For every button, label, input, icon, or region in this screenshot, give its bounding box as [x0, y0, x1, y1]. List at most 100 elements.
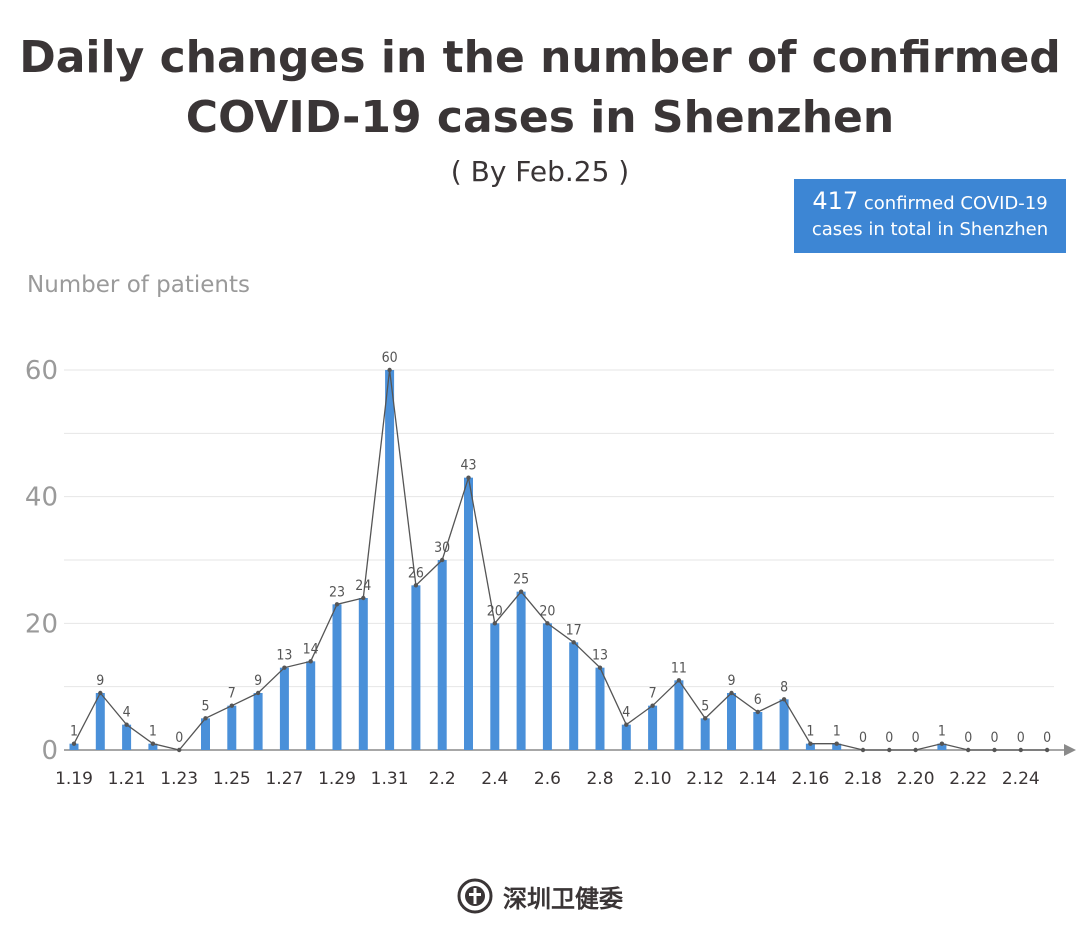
data-point: [518, 589, 524, 594]
data-point: [755, 709, 760, 715]
data-label: 0: [1017, 730, 1025, 746]
bar: [832, 743, 842, 750]
data-label: 0: [912, 730, 920, 746]
data-label: 17: [566, 622, 582, 638]
data-point: [597, 665, 603, 670]
data-label: 14: [303, 641, 319, 657]
org-name: 深圳卫健委: [503, 884, 623, 913]
data-label: 5: [701, 698, 709, 714]
data-point: [860, 747, 866, 753]
data-label: 0: [990, 730, 998, 746]
data-point: [71, 741, 77, 746]
data-label: 6: [754, 692, 762, 708]
x-tick-label: 2.8: [586, 769, 613, 789]
bar: [569, 642, 579, 750]
chart-subtitle: ( By Feb.25 ): [450, 155, 630, 188]
y-tick-label: 0: [41, 736, 58, 766]
x-tick-label: 1.21: [108, 769, 146, 789]
bar: [227, 705, 237, 750]
title-line-1: Daily changes in the number of confirmed: [19, 32, 1061, 83]
total-cases-box: 417 confirmed COVID-19 cases in total in…: [794, 179, 1066, 253]
data-point: [913, 747, 918, 753]
data-point: [939, 741, 945, 746]
bar: [700, 718, 710, 750]
total-cases-text-2: cases in total in Shenzhen: [811, 219, 1049, 240]
data-point: [440, 557, 445, 563]
health-commission-logo-icon: [457, 878, 493, 914]
data-label: 43: [460, 458, 476, 474]
bar: [306, 661, 316, 750]
title-line-2: COVID-19 cases in Shenzhen: [185, 92, 895, 143]
x-tick-label: 1.29: [318, 769, 356, 789]
data-label: 5: [201, 698, 209, 714]
data-label: 1: [70, 724, 78, 740]
x-tick-label: 2.16: [791, 769, 829, 789]
bar: [69, 743, 79, 750]
bar: [621, 724, 631, 750]
x-tick-label: 2.22: [949, 769, 987, 789]
data-point: [466, 475, 471, 480]
bar: [595, 667, 605, 750]
bar: [648, 705, 658, 750]
data-label: 11: [671, 660, 687, 676]
data-label: 7: [649, 686, 657, 702]
data-point: [781, 697, 787, 702]
bar: [779, 699, 789, 750]
data-label: 1: [833, 724, 841, 740]
data-label: 9: [96, 673, 104, 689]
total-cases-number: 417: [812, 187, 859, 215]
data-point: [203, 716, 208, 721]
bar: [95, 693, 105, 750]
x-tick-label: 1.31: [371, 769, 409, 789]
data-label: 13: [592, 648, 608, 664]
bar: [516, 591, 526, 750]
bar: [358, 598, 368, 750]
data-label: 26: [408, 565, 424, 581]
data-point: [992, 747, 997, 753]
data-label: 13: [276, 648, 292, 664]
footer: 深圳卫健委: [0, 878, 1080, 914]
data-point: [334, 602, 340, 607]
data-point: [361, 595, 366, 601]
data-label: 0: [885, 730, 893, 746]
data-label: 0: [175, 730, 183, 746]
bar: [411, 585, 421, 750]
x-tick-label: 1.25: [213, 769, 251, 789]
x-tick-label: 2.24: [1002, 769, 1040, 789]
data-point: [1044, 747, 1050, 753]
data-label: 4: [123, 705, 131, 721]
data-label: 1: [806, 724, 814, 740]
data-point: [545, 621, 550, 626]
data-label: 20: [539, 603, 555, 619]
data-point: [808, 741, 813, 746]
x-tick-label: 2.4: [481, 769, 508, 789]
data-label: 0: [964, 730, 972, 746]
data-point: [966, 747, 971, 753]
data-label: 8: [780, 679, 788, 695]
x-tick-label: 1.27: [265, 769, 303, 789]
data-label: 9: [727, 673, 735, 689]
data-label: 20: [487, 603, 503, 619]
data-label: 0: [859, 730, 867, 746]
data-label: 4: [622, 705, 630, 721]
data-point: [150, 741, 156, 746]
bar: [937, 743, 947, 750]
bar: [727, 693, 736, 750]
bar: [385, 370, 395, 750]
bar: [464, 477, 473, 750]
bar: [542, 623, 552, 750]
data-label: 1: [149, 724, 157, 740]
y-tick-label: 40: [25, 483, 58, 513]
data-point: [887, 747, 892, 753]
data-label: 1: [938, 724, 946, 740]
x-tick-label: 2.10: [634, 769, 672, 789]
y-tick-label: 60: [25, 356, 58, 386]
data-point: [1018, 747, 1023, 753]
data-point: [255, 690, 261, 696]
bar: [437, 560, 447, 750]
chart-title: Daily changes in the number of confirmed…: [0, 28, 1080, 148]
data-label: 24: [355, 578, 371, 594]
data-label: 60: [382, 350, 398, 366]
bar: [122, 724, 132, 750]
